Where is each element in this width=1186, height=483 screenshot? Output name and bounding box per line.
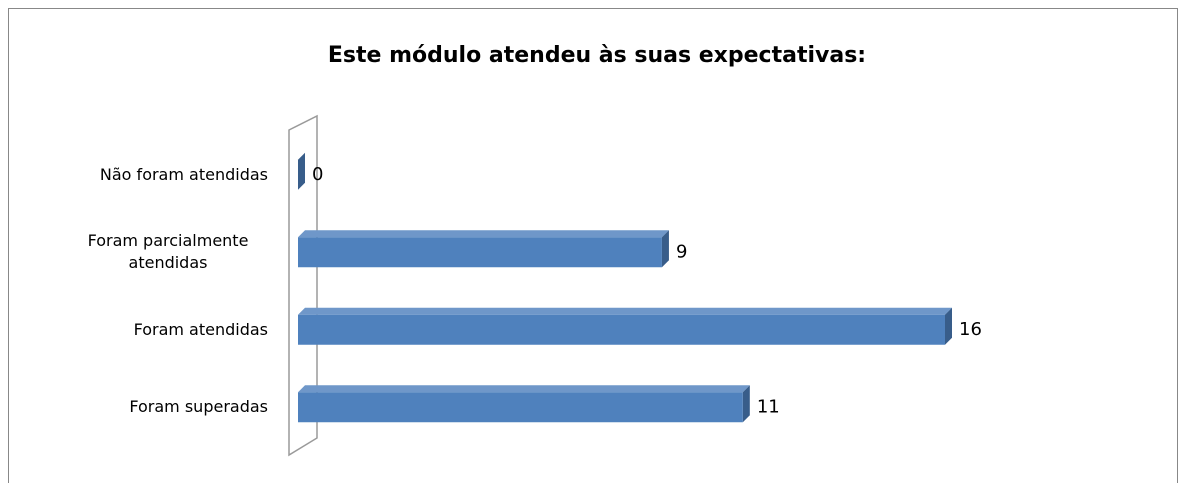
category-label: Foram atendidas	[48, 319, 268, 341]
bar-side	[298, 152, 305, 190]
category-text: Foram atendidas	[133, 319, 268, 339]
bar-front	[298, 392, 743, 423]
category-label: Não foram atendidas	[48, 164, 268, 186]
category-text: Foram superadas	[129, 397, 268, 417]
bar	[298, 230, 669, 268]
bar-front	[298, 314, 945, 345]
bar	[298, 385, 750, 423]
bar-top	[298, 385, 750, 393]
bar-top	[298, 230, 669, 238]
chart-title: Este módulo atendeu às suas expectativas…	[328, 43, 866, 68]
data-label: 0	[312, 164, 323, 185]
category-label: Foram superadas	[48, 396, 268, 418]
category-label: Foram parcialmente atendidas	[48, 230, 268, 274]
bar-top	[298, 307, 952, 315]
data-label: 9	[676, 241, 687, 262]
bar	[298, 152, 305, 190]
bar-side	[945, 307, 952, 345]
data-label: 11	[757, 396, 780, 417]
bar-front	[298, 237, 662, 268]
axis-wall	[288, 114, 318, 457]
bar-side	[742, 385, 750, 423]
bar	[298, 307, 952, 345]
bar-side	[661, 230, 669, 268]
category-text: Não foram atendidas	[99, 164, 268, 184]
category-text: Foram parcialmente atendidas	[87, 231, 249, 273]
data-label: 16	[959, 319, 982, 340]
